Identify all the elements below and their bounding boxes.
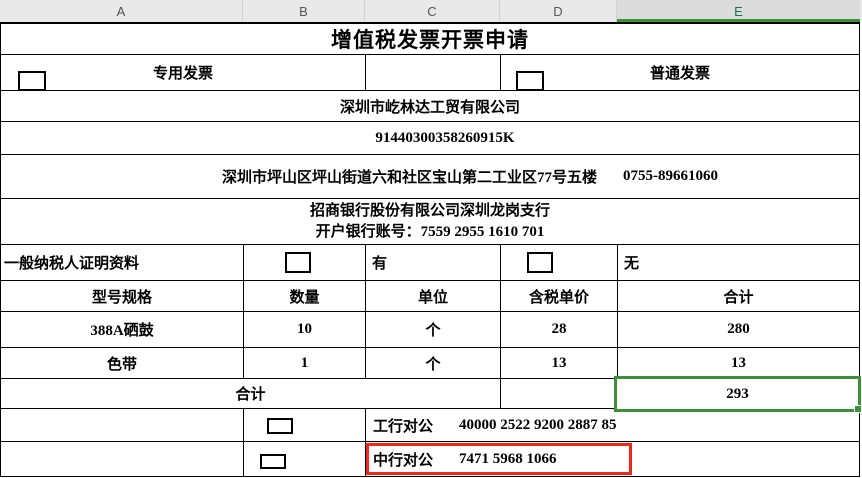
selection-fill-handle[interactable]	[854, 405, 862, 413]
cert-yes-checkbox[interactable]	[285, 252, 311, 273]
grand-total-value: 293	[726, 385, 749, 402]
company-name[interactable]: 深圳市屹林达工贸有限公司	[339, 99, 520, 116]
cert-no-label[interactable]: 无	[624, 256, 640, 272]
boc-checkbox-cell[interactable]	[244, 442, 366, 477]
header-total[interactable]: 合计	[723, 289, 754, 306]
total-label[interactable]: 合计	[1, 379, 501, 408]
item1-model[interactable]: 388A硒鼓	[1, 312, 244, 347]
item1-unit[interactable]: 个	[366, 312, 501, 347]
active-column-underline	[617, 19, 860, 22]
item2-unit[interactable]: 个	[366, 348, 501, 378]
column-header-bar: A B C D E	[0, 0, 862, 22]
special-invoice-cell[interactable]: 专用发票	[1, 55, 366, 90]
taxpayer-cert-row: 一般纳税人证明资料 有 无	[1, 245, 859, 281]
taxpayer-cert-label[interactable]: 一般纳税人证明资料	[1, 245, 244, 280]
address-cell[interactable]: 深圳市坪山区坪山街道六和社区宝山第二工业区77号五楼 0755-89661060	[1, 155, 859, 198]
item2-model[interactable]: 色带	[1, 348, 244, 378]
boc-account-cell[interactable]: 中行对公 7471 5968 1066	[366, 442, 859, 477]
icbc-checkbox-cell[interactable]	[244, 409, 366, 441]
payment-boc-row: 中行对公 7471 5968 1066	[1, 442, 859, 477]
payment-icbc-row: 工行对公 40000 2522 9200 2887 85	[1, 409, 859, 442]
icbc-label: 工行对公	[373, 418, 434, 435]
boc-checkbox[interactable]	[260, 454, 286, 469]
title-row: 增值税发票开票申请	[1, 24, 859, 55]
item1-total[interactable]: 280	[727, 321, 750, 337]
invoice-application-table: 增值税发票开票申请 专用发票 普通发票 深圳市屹林达工贸有限公司 9144030…	[0, 22, 862, 477]
cert-yes-label[interactable]: 有	[366, 245, 501, 280]
empty-cell[interactable]	[366, 55, 501, 90]
ordinary-invoice-cell[interactable]: 普通发票	[501, 55, 859, 90]
bank-cell[interactable]: 招商银行股份有限公司深圳龙岗支行 开户银行账号：7559 2955 1610 7…	[1, 199, 859, 244]
cert-yes-checkbox-cell[interactable]	[244, 245, 366, 280]
item1-unit-price[interactable]: 28	[501, 312, 618, 347]
icbc-account-number: 40000 2522 9200 2887 85	[459, 416, 617, 433]
special-invoice-checkbox[interactable]	[18, 71, 46, 91]
column-header-e-active[interactable]: E	[617, 0, 860, 22]
cert-no-checkbox-cell[interactable]	[501, 245, 618, 280]
tax-id[interactable]: 91440300358260915K	[375, 129, 515, 146]
red-highlight-box	[366, 443, 632, 475]
empty-cell[interactable]	[501, 379, 618, 408]
invoice-type-row: 专用发票 普通发票	[1, 55, 859, 91]
item-row: 色带 1 个 13 13	[1, 348, 859, 379]
cert-no-checkbox[interactable]	[527, 252, 553, 273]
boc-label: 中行对公	[373, 453, 434, 469]
total-row: 合计	[1, 379, 859, 409]
item2-unit-price[interactable]: 13	[501, 348, 618, 378]
bank-name: 招商银行股份有限公司深圳龙岗支行	[309, 202, 550, 219]
icbc-checkbox[interactable]	[267, 418, 293, 434]
column-header-a[interactable]: A	[0, 0, 243, 22]
column-header-c[interactable]: C	[365, 0, 500, 22]
item2-quantity[interactable]: 1	[244, 348, 366, 378]
selected-cell-grand-total[interactable]: 293	[614, 376, 861, 412]
bank-account-label: 开户银行账号：	[315, 223, 421, 240]
bank-account-number: 7559 2955 1610 701	[420, 223, 545, 240]
header-unit[interactable]: 单位	[366, 281, 501, 311]
ordinary-invoice-checkbox[interactable]	[516, 71, 544, 91]
empty-cell[interactable]	[1, 442, 244, 477]
boc-account-number: 7471 5968 1066	[459, 451, 557, 467]
header-quantity[interactable]: 数量	[244, 281, 366, 311]
items-header-row: 型号规格 数量 单位 含税单价 合计	[1, 281, 859, 312]
address-text: 深圳市坪山区坪山街道六和社区宝山第二工业区77号五楼	[221, 170, 597, 186]
icbc-account-cell[interactable]: 工行对公 40000 2522 9200 2887 85	[366, 409, 859, 441]
page-title[interactable]: 增值税发票开票申请	[331, 28, 529, 52]
header-model[interactable]: 型号规格	[1, 281, 244, 311]
ordinary-invoice-label: 普通发票	[649, 66, 710, 82]
item1-quantity[interactable]: 10	[244, 312, 366, 347]
item2-total[interactable]: 13	[731, 354, 746, 371]
special-invoice-label: 专用发票	[152, 66, 213, 82]
column-header-d[interactable]: D	[500, 0, 617, 22]
company-row: 深圳市屹林达工贸有限公司	[1, 91, 859, 122]
bank-row: 招商银行股份有限公司深圳龙岗支行 开户银行账号：7559 2955 1610 7…	[1, 199, 859, 245]
column-header-b[interactable]: B	[243, 0, 365, 22]
empty-cell[interactable]	[1, 409, 244, 441]
address-row: 深圳市坪山区坪山街道六和社区宝山第二工业区77号五楼 0755-89661060	[1, 155, 859, 199]
phone-text: 0755-89661060	[623, 168, 718, 184]
item-row: 388A硒鼓 10 个 28 280	[1, 312, 859, 348]
tax-id-row: 91440300358260915K	[1, 122, 859, 155]
header-unit-price[interactable]: 含税单价	[501, 281, 618, 311]
